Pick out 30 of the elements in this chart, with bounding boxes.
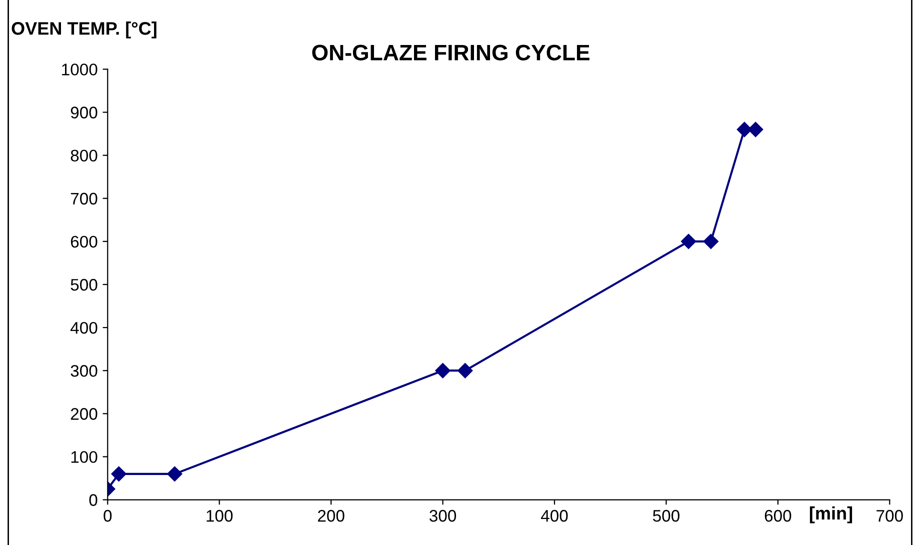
point [167, 466, 182, 482]
x-tick-label: 600 [764, 510, 792, 522]
y-tick-label: 900 [70, 106, 98, 118]
y-axis-title: OVEN TEMP. [°C] [12, 22, 156, 38]
chart-title: ON-GLAZE FIRING CYCLE [312, 44, 590, 60]
x-tick-label: 700 [876, 510, 903, 522]
y-tick-label: 500 [70, 278, 98, 291]
point [748, 122, 764, 138]
y-tick-label: 700 [70, 192, 98, 205]
y-tick-label: 0 [89, 494, 98, 506]
x-axis-title: [min] [810, 506, 852, 524]
y-tick-label: 600 [70, 236, 98, 248]
x-tick-label: 400 [540, 510, 568, 522]
y-tick-label: 100 [71, 451, 98, 463]
point [111, 466, 126, 482]
y-tick-label: 800 [70, 150, 98, 162]
point [435, 363, 450, 378]
y-tick-label: 1000 [62, 64, 98, 76]
point [703, 234, 718, 250]
x-tick-label: 300 [430, 510, 456, 522]
point [458, 363, 473, 378]
x-tick-label: 200 [318, 510, 344, 522]
y-tick-label: 300 [70, 365, 98, 377]
x-tick-label: 100 [206, 510, 233, 522]
point [680, 234, 696, 250]
y-tick-label: 200 [70, 408, 98, 420]
x-tick-label: 500 [652, 510, 680, 522]
y-tick-label: 400 [70, 322, 98, 334]
x-tick-label: 0 [104, 510, 112, 522]
point [736, 122, 752, 138]
